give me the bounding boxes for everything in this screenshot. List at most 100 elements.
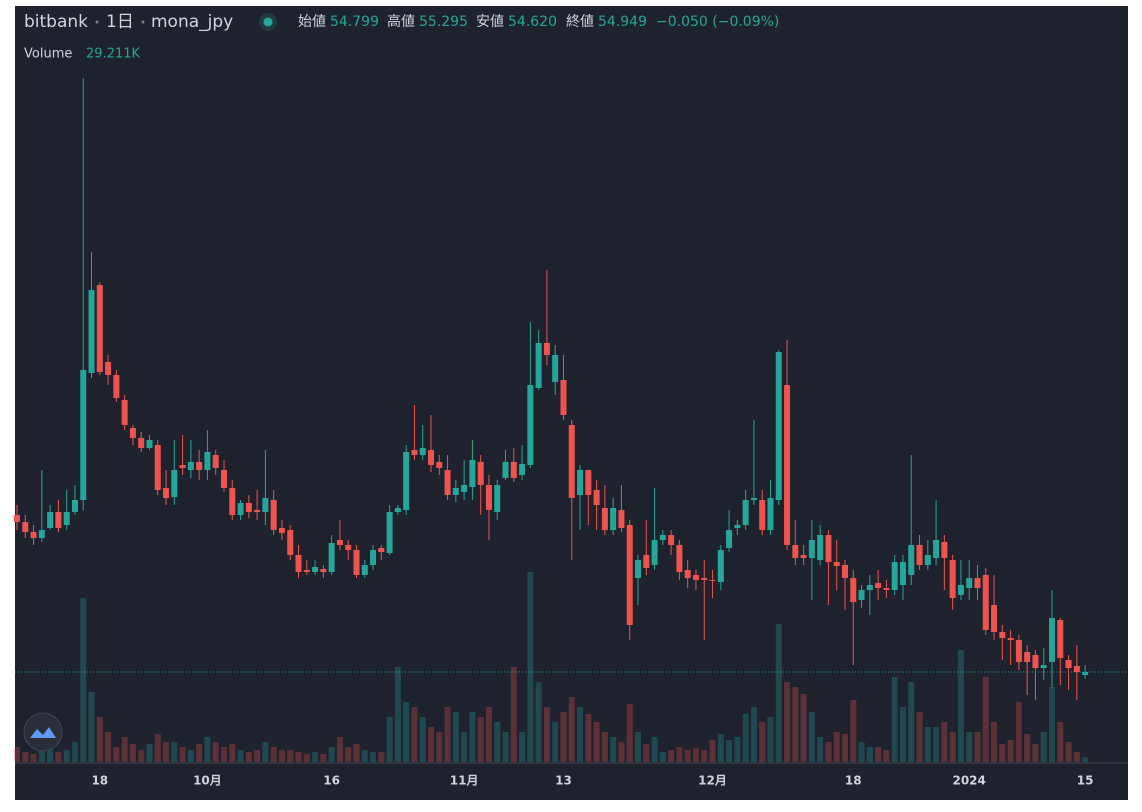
- candle-body: [800, 555, 807, 558]
- candle-body: [47, 512, 54, 528]
- volume-bar: [610, 737, 617, 762]
- volume-bar: [883, 750, 890, 762]
- volume-bar: [187, 750, 194, 762]
- candle-body: [717, 550, 724, 582]
- volume-bar: [692, 748, 699, 762]
- volume-bar: [734, 737, 741, 762]
- volume-bar: [875, 747, 882, 762]
- candle-body: [684, 570, 691, 578]
- volume-bar: [651, 737, 658, 762]
- logo-circle: [23, 712, 63, 752]
- interval: 1日: [106, 12, 134, 32]
- volume-bar: [717, 734, 724, 762]
- x-tick-label: 13: [555, 774, 572, 788]
- logo-mark: [30, 727, 56, 738]
- volume-bar: [22, 752, 29, 762]
- candle-body: [775, 352, 782, 500]
- x-tick-label: 18: [845, 774, 862, 788]
- candle-body: [485, 485, 492, 510]
- candle-body: [1007, 638, 1014, 640]
- candle-body: [899, 562, 906, 585]
- volume-bar: [601, 732, 608, 762]
- volume-bar: [485, 707, 492, 762]
- candle-body: [1082, 672, 1089, 676]
- volume-bar: [63, 750, 70, 762]
- candle-body: [833, 562, 840, 566]
- candle-body: [88, 290, 95, 373]
- volume-bar: [55, 752, 62, 762]
- volume-bar: [105, 732, 112, 762]
- candle-body: [610, 508, 617, 530]
- candle-body: [436, 462, 443, 468]
- volume-bar: [701, 750, 708, 762]
- candle-body: [370, 550, 377, 565]
- volume-bar: [668, 750, 675, 762]
- volume-bar: [1073, 752, 1080, 762]
- candle-body: [303, 570, 310, 572]
- volume-bar: [709, 740, 716, 762]
- volume-bar: [278, 750, 285, 762]
- candle-body: [593, 490, 600, 505]
- candle-body: [187, 462, 194, 470]
- separator: [141, 20, 145, 24]
- volume-bar: [163, 742, 170, 762]
- volume-bar: [784, 682, 791, 762]
- volume-bar: [626, 704, 633, 762]
- volume-bar: [229, 744, 236, 762]
- candle-body: [71, 500, 78, 512]
- volume-bar: [510, 667, 517, 762]
- volume-bar: [866, 747, 873, 762]
- candle-body: [858, 590, 865, 600]
- volume-bar: [129, 744, 136, 762]
- candle-body: [875, 583, 882, 588]
- volume-bar: [403, 702, 410, 762]
- candle-body: [30, 532, 37, 538]
- volume-bar: [38, 750, 45, 762]
- candle-body: [254, 510, 261, 512]
- candle-body: [543, 343, 550, 355]
- candle-body: [221, 470, 227, 488]
- candle-body: [394, 508, 401, 512]
- volume-bar: [411, 707, 418, 762]
- candle-body: [991, 605, 998, 632]
- volume-bar: [974, 732, 981, 762]
- candle-body: [759, 500, 766, 530]
- candle-body: [179, 465, 186, 468]
- volume-bar: [742, 714, 749, 762]
- candle-body: [668, 535, 675, 545]
- candle-body: [154, 445, 161, 490]
- candle-body: [411, 450, 418, 455]
- volume-bar: [568, 697, 575, 762]
- candle-body: [808, 540, 815, 558]
- candle-body: [560, 380, 567, 415]
- candle-body: [734, 525, 741, 528]
- candle-body: [742, 500, 749, 525]
- volume-bar: [14, 747, 20, 762]
- volume-bar: [1032, 744, 1039, 762]
- volume-bar: [775, 624, 782, 762]
- candle-body: [113, 375, 120, 398]
- candle-body: [38, 530, 45, 538]
- volume-bar: [1049, 687, 1055, 762]
- candle-body: [577, 470, 584, 495]
- candle-body: [502, 462, 509, 478]
- candle-body: [999, 632, 1006, 638]
- exchange: bitbank: [24, 12, 88, 32]
- candle-body: [1032, 655, 1039, 668]
- high-value: 55.295: [419, 14, 468, 30]
- volume-bar: [154, 734, 161, 762]
- candle-body: [245, 503, 252, 512]
- candle-body: [626, 525, 633, 625]
- volume-bar: [353, 744, 360, 762]
- volume-bar: [204, 737, 211, 762]
- volume-bar: [80, 598, 87, 762]
- candle-body: [361, 565, 368, 575]
- x-tick-label: 2024: [952, 774, 985, 788]
- volume-bar: [842, 734, 848, 762]
- volume-bar: [1024, 734, 1031, 762]
- x-tick-label: 15: [1077, 774, 1094, 788]
- volume-bar: [494, 722, 501, 762]
- volume-bar: [328, 747, 335, 762]
- volume-bar: [146, 744, 153, 762]
